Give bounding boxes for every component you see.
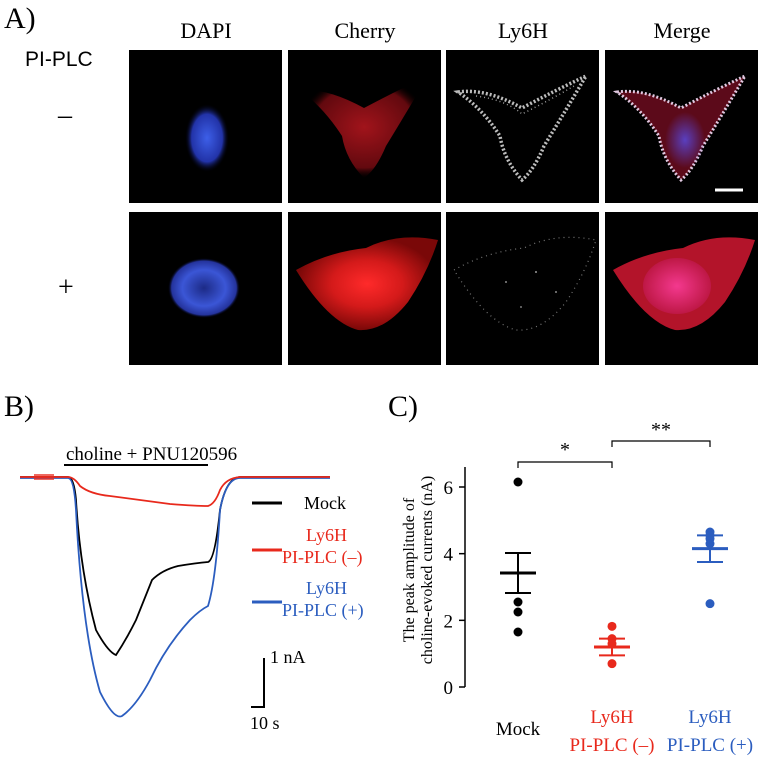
y-axis-label-line1: The peak amplitude of <box>401 497 418 642</box>
col-head-dapi: DAPI <box>180 18 232 43</box>
significance-brackets: *** <box>517 420 711 468</box>
scale-current: 1 nA <box>270 647 306 667</box>
data-point <box>607 621 617 631</box>
data-point <box>513 477 523 487</box>
panel-c-chart: The peak amplitude of choline-evoked cur… <box>401 420 753 756</box>
sig-bracket <box>517 461 613 468</box>
data-point <box>607 659 617 669</box>
trace-plc-minus <box>20 476 330 507</box>
y-tick-label: 0 <box>444 678 454 699</box>
data-point <box>705 539 715 549</box>
micro-cherry-minus <box>288 50 441 203</box>
panel-b-label: B) <box>4 390 34 423</box>
col-head-merge: Merge <box>653 18 711 43</box>
category-label-line2: PI-PLC (+) <box>667 735 753 756</box>
y-tick-label: 2 <box>444 611 454 632</box>
legend-mock: Mock <box>304 493 346 513</box>
micro-ly6h-plus <box>446 212 599 365</box>
row-sign-plus: + <box>58 272 74 303</box>
micro-dapi-plus <box>129 212 282 365</box>
micro-merge-minus <box>605 50 758 203</box>
category-label-line2: PI-PLC (–) <box>570 735 655 756</box>
y-tick-label: 4 <box>444 545 454 566</box>
micro-dapi-minus <box>129 50 282 203</box>
legend-plc-minus-line2: PI-PLC (–) <box>282 547 363 568</box>
y-tick-label: 6 <box>444 478 454 499</box>
micro-ly6h-minus <box>446 50 599 203</box>
stim-label: choline + PNU120596 <box>66 444 237 465</box>
micro-merge-plus <box>605 212 758 365</box>
col-head-ly6h: Ly6H <box>497 18 549 43</box>
sig-label: * <box>560 439 570 461</box>
panel-c-label: C) <box>388 390 418 423</box>
category-labels: Mock Ly6H PI-PLC (–) Ly6H PI-PLC (+) <box>496 707 753 756</box>
data-point <box>513 627 523 637</box>
data-point <box>607 639 617 649</box>
scatter-marks <box>500 477 728 669</box>
scale-time: 10 s <box>250 713 280 733</box>
legend-plc-minus-line1: Ly6H <box>306 525 347 545</box>
data-point <box>705 599 715 609</box>
data-point <box>513 607 523 617</box>
data-point <box>513 597 523 607</box>
trace-plc-plus <box>20 477 330 718</box>
artifact-mark <box>34 474 54 480</box>
trace-mock <box>20 476 330 657</box>
panel-a-label: A) <box>4 2 36 35</box>
legend-plc-plus-line2: PI-PLC (+) <box>282 600 364 621</box>
category-label: Mock <box>496 719 541 740</box>
pi-plc-label: PI-PLC <box>25 48 93 71</box>
col-head-cherry: Cherry <box>334 18 396 43</box>
scale-bars <box>251 658 265 708</box>
sig-bracket <box>611 440 711 447</box>
category-label-line1: Ly6H <box>590 707 634 728</box>
micro-cherry-plus <box>288 212 441 365</box>
panel-b-traces: choline + PNU120596 Mock Ly6H PI-PLC (–)… <box>20 444 364 733</box>
y-axis: 0 2 4 6 <box>444 467 466 699</box>
row-sign-minus: – <box>58 100 72 131</box>
sig-label: ** <box>651 420 671 441</box>
legend-plc-plus-line1: Ly6H <box>306 578 347 598</box>
category-label-line1: Ly6H <box>688 707 732 728</box>
y-axis-label-line2: choline-evoked currents (nA) <box>419 476 436 664</box>
